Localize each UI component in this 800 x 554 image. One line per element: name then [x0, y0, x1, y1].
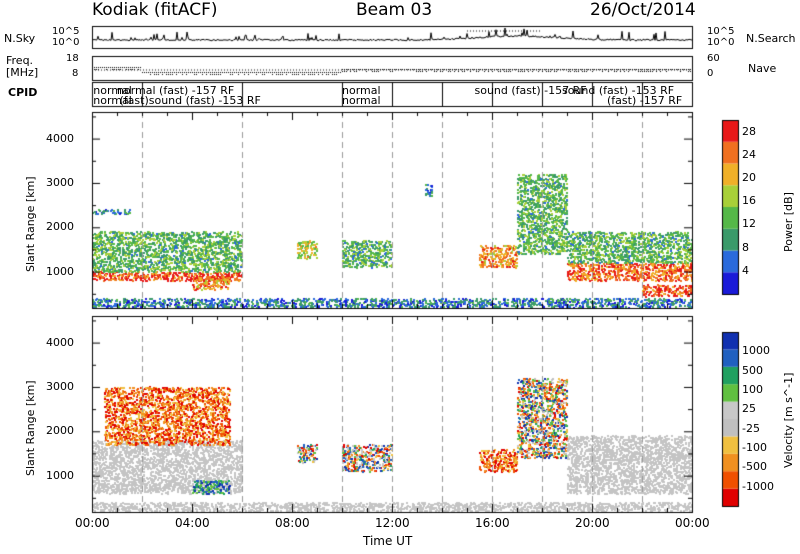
power-colorbar-tick-3: 16 [742, 194, 756, 208]
power-colorbar-tick-5: 24 [742, 147, 756, 161]
x-tick-5: 20:00 [575, 516, 610, 530]
power-colorbar-tick-6: 28 [742, 124, 756, 138]
power-colorbar-tick-1: 8 [742, 240, 749, 254]
x-tick-0: 00:00 [75, 516, 110, 530]
cpid-label-0: normal [93, 84, 132, 97]
nsearch-label: N.Search [746, 32, 796, 45]
cpid-label-1: normal (fast) -157 RF [117, 84, 235, 97]
velocity-colorbar-label: Velocity [m s^-1] [782, 372, 795, 468]
cpid-label-2: normal [93, 94, 132, 107]
freq-tick-left-bottom: 8 [72, 68, 79, 79]
velocity-colorbar-tick-6: -500 [742, 460, 767, 474]
freq-tick-right-top: 60 [707, 53, 720, 64]
velocity-colorbar-tick-3: 25 [742, 402, 756, 416]
x-tick-1: 04:00 [175, 516, 210, 530]
x-axis-label: Time UT [363, 534, 413, 548]
power-colorbar-tick-4: 20 [742, 171, 756, 184]
velocity-y-tick-0: 1000 [46, 468, 74, 482]
power-y-tick-2: 3000 [46, 175, 74, 189]
noise-tick-left-bottom: 10^0 [52, 37, 80, 48]
noise-tick-left-top: 10^5 [52, 26, 80, 37]
x-tick-4: 16:00 [475, 516, 510, 530]
freq-tick-left-top: 18 [66, 53, 79, 64]
power-colorbar-label: Power [dB] [782, 192, 795, 252]
velocity-y-axis-label: Slant Range [km] [24, 380, 37, 476]
cpid-label-7: sound (fast) -153 RF [562, 84, 675, 97]
power-y-tick-1: 2000 [46, 220, 74, 234]
cpid-label-4: normal [342, 84, 381, 97]
cpid-label-8: (fast) -157 RF [607, 94, 683, 107]
freq-tick-right-bottom: 0 [707, 68, 714, 79]
velocity-colorbar-tick-2: 100 [742, 383, 763, 396]
station-title: Kodiak (fitACF) [92, 0, 218, 20]
cpid-label-6: sound (fast) -157 RF [474, 84, 587, 97]
cpid-label: CPID [8, 86, 38, 99]
velocity-colorbar-tick-7: -1000 [742, 479, 774, 493]
noise-tick-right-top: 10^5 [707, 26, 735, 37]
velocity-colorbar-tick-4: -25 [742, 421, 760, 435]
beam-title: Beam 03 [356, 0, 433, 20]
power-y-axis-label: Slant Range [km] [24, 176, 37, 272]
date-title: 26/Oct/2014 [590, 0, 696, 20]
nsky-label: N.Sky [4, 32, 36, 45]
x-tick-6: 00:00 [675, 516, 710, 530]
power-colorbar-tick-0: 4 [742, 263, 749, 277]
velocity-colorbar-tick-1: 500 [742, 363, 763, 377]
power-colorbar-tick-2: 12 [742, 217, 756, 231]
power-y-tick-3: 4000 [46, 131, 74, 145]
cpid-label-3: (fast)sound (fast) -153 RF [119, 94, 261, 107]
nave-label: Nave [748, 62, 777, 75]
velocity-y-tick-2: 3000 [46, 379, 74, 393]
velocity-y-tick-3: 4000 [46, 335, 74, 349]
cpid-label-5: normal [342, 94, 381, 107]
velocity-y-tick-1: 2000 [46, 424, 74, 438]
x-tick-2: 08:00 [275, 516, 310, 530]
velocity-colorbar-tick-0: 1000 [742, 344, 770, 358]
power-y-tick-0: 1000 [46, 264, 74, 278]
noise-tick-right-bottom: 10^0 [707, 37, 735, 48]
freq-label-1: Freq. [6, 54, 34, 67]
freq-label-2: [MHz] [6, 66, 39, 79]
velocity-colorbar-tick-5: -100 [742, 441, 767, 454]
x-tick-3: 12:00 [375, 516, 410, 530]
